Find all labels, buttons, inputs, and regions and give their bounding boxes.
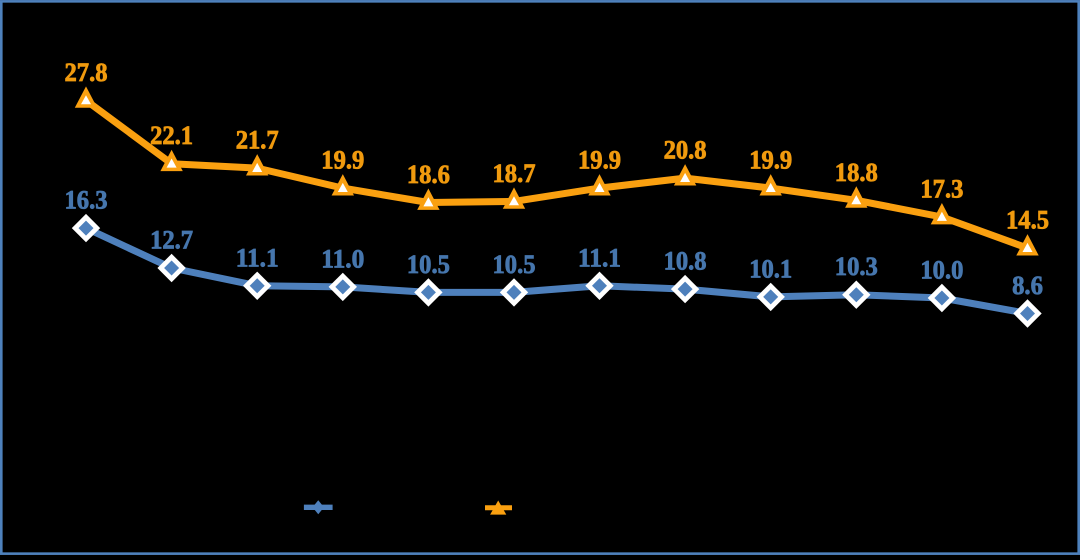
svg-text:21.7: 21.7 [236,126,279,155]
svg-text:8.6: 8.6 [1012,271,1043,300]
svg-text:27.8: 27.8 [65,58,108,87]
svg-text:20.8: 20.8 [664,136,707,165]
svg-text:19.9: 19.9 [321,146,364,175]
svg-text:10.3: 10.3 [835,252,878,281]
svg-text:12.7: 12.7 [150,226,193,255]
svg-text:18.7: 18.7 [493,159,536,188]
svg-text:18.8: 18.8 [835,158,878,187]
svg-text:16.3: 16.3 [65,186,108,215]
svg-text:19.9: 19.9 [749,146,792,175]
svg-text:11.1: 11.1 [236,243,279,272]
svg-text:10.5: 10.5 [493,250,536,279]
svg-text:11.0: 11.0 [321,244,364,273]
svg-text:11.1: 11.1 [578,243,621,272]
svg-text:10.1: 10.1 [749,254,792,283]
svg-text:18.6: 18.6 [407,160,450,189]
svg-text:10.8: 10.8 [664,247,707,276]
svg-text:10.5: 10.5 [407,250,450,279]
svg-text:10.0: 10.0 [920,256,963,285]
svg-text:19.9: 19.9 [578,146,621,175]
svg-text:14.5: 14.5 [1006,206,1049,235]
svg-text:17.3: 17.3 [920,175,963,204]
svg-text:22.1: 22.1 [150,121,193,150]
